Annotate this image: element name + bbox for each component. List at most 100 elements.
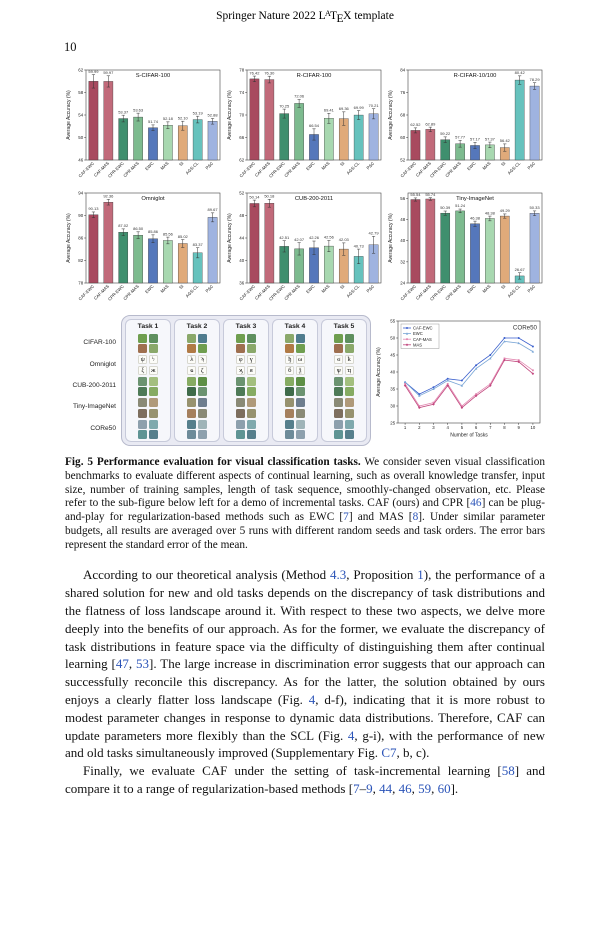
task-cell bbox=[236, 398, 256, 418]
svg-text:89.67: 89.67 bbox=[208, 207, 219, 212]
svg-text:52.18: 52.18 bbox=[163, 116, 174, 121]
ref-link[interactable]: 4 bbox=[308, 692, 316, 708]
thumbnail: λ bbox=[187, 355, 197, 365]
svg-text:S-CIFAR-100: S-CIFAR-100 bbox=[136, 73, 170, 79]
svg-text:26.67: 26.67 bbox=[515, 267, 526, 272]
ref-link[interactable]: 7 bbox=[353, 781, 360, 797]
ref-link[interactable]: 4 bbox=[347, 727, 355, 743]
ref-link[interactable]: 46 bbox=[470, 497, 482, 510]
figure-caption: Fig. 5 Performance evaluation for visual… bbox=[65, 456, 545, 552]
thumbnail bbox=[138, 419, 148, 429]
svg-text:70: 70 bbox=[239, 113, 244, 118]
thumbnail bbox=[246, 387, 256, 397]
svg-text:40: 40 bbox=[400, 238, 405, 243]
svg-text:48: 48 bbox=[239, 213, 244, 218]
svg-text:25: 25 bbox=[390, 421, 395, 426]
svg-text:P&C: P&C bbox=[365, 161, 375, 171]
svg-text:52: 52 bbox=[239, 191, 244, 196]
ref-link[interactable]: C7 bbox=[381, 745, 397, 761]
text-run: , bbox=[411, 781, 419, 797]
task-cell bbox=[285, 398, 305, 418]
ref-link[interactable]: 8 bbox=[412, 511, 419, 524]
svg-text:52.10: 52.10 bbox=[178, 115, 189, 120]
ref-link[interactable]: 1 bbox=[417, 567, 424, 583]
svg-text:Average Accuracy (%): Average Accuracy (%) bbox=[227, 90, 233, 140]
ref-link[interactable]: 53 bbox=[136, 656, 150, 672]
thumbnail bbox=[295, 344, 305, 354]
thumbnail: ζ bbox=[197, 365, 207, 375]
bar-chart-omniglot: 78 82 86 90 94 Omniglot Average Accuracy (%) 90… bbox=[65, 189, 223, 311]
thumbnail bbox=[285, 408, 295, 418]
svg-text:62.52: 62.52 bbox=[410, 122, 421, 127]
ref-link[interactable]: 60 bbox=[437, 781, 451, 797]
svg-text:CUB-200-2011: CUB-200-2011 bbox=[295, 196, 333, 202]
svg-text:AGS-CL: AGS-CL bbox=[185, 160, 200, 175]
task-demo-grid: CIFAR-100 Omniglot CUB-200-2011 Tiny-ImageN… bbox=[65, 315, 371, 446]
svg-text:48: 48 bbox=[400, 217, 405, 222]
thumbnail bbox=[246, 398, 256, 408]
thumbnail bbox=[344, 344, 354, 354]
svg-text:35: 35 bbox=[390, 387, 395, 392]
thumbnail bbox=[334, 387, 344, 397]
svg-text:Average Accuracy (%): Average Accuracy (%) bbox=[376, 347, 382, 397]
ref-link[interactable]: 47 bbox=[115, 656, 129, 672]
thumbnail bbox=[236, 344, 246, 354]
text-run: We consider seven visual classification … bbox=[65, 456, 546, 510]
svg-text:69.41: 69.41 bbox=[324, 107, 335, 112]
thumbnail bbox=[187, 398, 197, 408]
svg-text:85.86: 85.86 bbox=[148, 229, 159, 234]
svg-text:68: 68 bbox=[400, 113, 405, 118]
svg-text:66.54: 66.54 bbox=[309, 123, 320, 128]
thumbnail bbox=[236, 419, 246, 429]
thumbnail bbox=[334, 334, 344, 343]
svg-text:90.13: 90.13 bbox=[88, 206, 99, 211]
svg-text:48.38: 48.38 bbox=[485, 210, 496, 215]
svg-text:70.21: 70.21 bbox=[369, 103, 380, 108]
task-cell bbox=[138, 334, 158, 354]
bar-chart-s-cifar-100: 46 50 54 58 62 S-CIFAR-100 Average Accuracy (%… bbox=[65, 66, 223, 188]
svg-text:57.17: 57.17 bbox=[470, 137, 481, 142]
svg-text:CPR-MAS: CPR-MAS bbox=[122, 161, 140, 179]
ref-link[interactable]: 7 bbox=[343, 511, 349, 524]
page-number: 10 bbox=[64, 40, 77, 54]
svg-text:70.25: 70.25 bbox=[279, 103, 290, 108]
svg-text:6: 6 bbox=[475, 425, 478, 430]
text-run: , bbox=[431, 781, 438, 797]
svg-text:56: 56 bbox=[400, 196, 405, 201]
thumbnail bbox=[197, 334, 207, 343]
thumbnail: ϡ bbox=[197, 355, 207, 365]
ref-link[interactable]: 59 bbox=[418, 781, 432, 797]
svg-text:87.02: 87.02 bbox=[118, 223, 129, 228]
body-text: According to our theoretical analysis (M… bbox=[65, 566, 545, 797]
ref-link[interactable]: 9 bbox=[366, 781, 373, 797]
svg-text:CAF-EWC: CAF-EWC bbox=[399, 284, 417, 302]
text-run: – bbox=[359, 781, 367, 797]
thumbnail bbox=[187, 344, 197, 354]
thumbnail bbox=[344, 419, 354, 429]
ref-link[interactable]: 46 bbox=[398, 781, 412, 797]
svg-text:24: 24 bbox=[400, 281, 405, 286]
svg-text:84: 84 bbox=[400, 68, 405, 73]
svg-text:59.22: 59.22 bbox=[440, 131, 451, 136]
chart-svg: 24 32 40 48 56 Tiny-ImageNet Average Accuracy … bbox=[388, 192, 543, 302]
svg-text:40.73: 40.73 bbox=[354, 243, 365, 248]
task-cell bbox=[138, 398, 158, 418]
ref-link[interactable]: 58 bbox=[501, 763, 515, 779]
thumbnail bbox=[344, 376, 354, 386]
svg-text:42.51: 42.51 bbox=[279, 235, 290, 240]
thumbnail bbox=[236, 408, 246, 418]
thumbnail bbox=[187, 334, 197, 343]
ref-link[interactable]: 44 bbox=[379, 781, 393, 797]
svg-text:EWC: EWC bbox=[466, 161, 477, 172]
ref-link[interactable]: 4.3 bbox=[330, 567, 347, 583]
svg-text:74: 74 bbox=[239, 90, 244, 95]
thumbnail bbox=[295, 398, 305, 408]
thumbnail bbox=[295, 408, 305, 418]
svg-text:SI: SI bbox=[339, 161, 345, 167]
svg-text:9: 9 bbox=[518, 425, 521, 430]
